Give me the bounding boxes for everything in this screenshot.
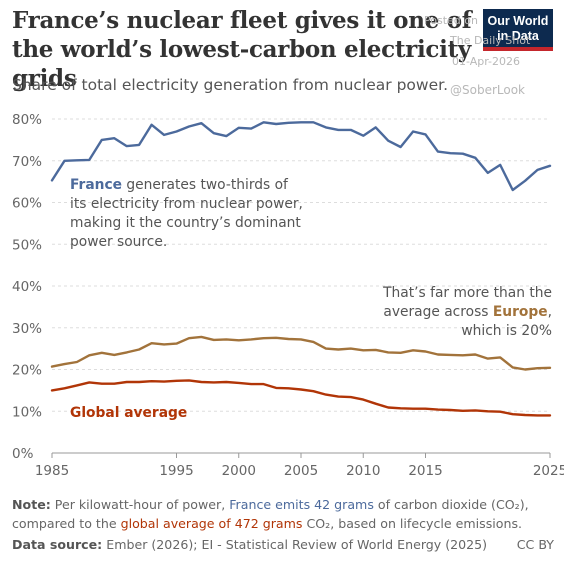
watermark-source: The Daily Shot (450, 34, 531, 47)
chart-note: Note: Per kilowatt-hour of power, France… (12, 495, 557, 533)
x-tick-label: 2025 (533, 463, 564, 479)
global-average-label: Global average (70, 405, 187, 421)
europe-annotation-line-1: That’s far more than the (382, 285, 552, 301)
watermark-date: 01-Apr-2026 (452, 55, 521, 68)
europe-annotation-name: Europe (493, 304, 548, 320)
x-tick-label: 1985 (35, 463, 69, 479)
note-label: Note: (12, 497, 51, 512)
x-tick-label: 1995 (159, 463, 193, 479)
note-global-link[interactable]: global average of 472 grams (120, 516, 303, 531)
europe-annotation-line-2: average across Europe, (383, 304, 552, 320)
europe-annotation-line-2-pre: average across (383, 304, 492, 320)
chart-title: France’s nuclear fleet gives it one of t… (12, 7, 472, 92)
note-france-link[interactable]: France emits 42 grams (229, 497, 374, 512)
y-tick-label: 30% (12, 321, 42, 337)
watermark-posted: Posted on (424, 14, 478, 27)
france-annotation-line-3: making it the country’s dominant (70, 215, 301, 231)
x-tick-label: 2010 (346, 463, 380, 479)
note-part-4: CO₂, based on lifecycle emissions. (302, 516, 523, 531)
europe-annotation-line-3: which is 20% (461, 323, 552, 339)
note-line-1: Note: Per kilowatt-hour of power, France… (12, 495, 557, 514)
y-axis-ticks: 0% 10% 20% 30% 40% 50% 60% 70% 80% (12, 112, 42, 462)
y-tick-label: 60% (12, 196, 42, 212)
logo-line-1: Our World (487, 14, 549, 28)
y-tick-label: 70% (12, 154, 42, 170)
france-annotation-line-2: its electricity from nuclear power, (70, 196, 303, 212)
note-line-2: compared to the global average of 472 gr… (12, 514, 557, 533)
series-line-france[interactable] (50, 121, 552, 192)
y-tick-label: 10% (12, 404, 42, 420)
france-annotation: France generates two-thirds of its elect… (70, 177, 303, 250)
france-annotation-name: France (70, 177, 122, 193)
series-line-europe[interactable] (50, 335, 552, 371)
y-tick-label: 40% (12, 279, 42, 295)
watermark-handle: @SoberLook (450, 83, 525, 97)
france-annotation-line-1: France generates two-thirds of (70, 177, 289, 193)
note-part-2: of carbon dioxide (CO₂), (373, 497, 529, 512)
x-tick-label: 2015 (408, 463, 442, 479)
europe-annotation: That’s far more than the average across … (382, 285, 552, 339)
chart-subtitle: Share of total electricity generation fr… (12, 76, 448, 94)
x-axis-ticks: 1985 1995 2000 2005 2010 2015 2025 (35, 453, 564, 479)
license-link[interactable]: CC BY (516, 537, 554, 552)
y-tick-label: 0% (12, 446, 34, 462)
note-part-1: Per kilowatt-hour of power, (50, 497, 230, 512)
source-label: Data source: (12, 537, 103, 552)
note-part-3: compared to the (12, 516, 121, 531)
x-tick-label: 2005 (284, 463, 318, 479)
data-source: Data source: Ember (2026); EI - Statisti… (12, 537, 487, 552)
y-tick-label: 50% (12, 237, 42, 253)
series-line-global-average[interactable] (50, 379, 552, 417)
logo-line-2: in Data (497, 29, 539, 43)
series-lines (50, 121, 552, 417)
y-tick-label: 20% (12, 363, 42, 379)
france-annotation-line-1-rest: generates two-thirds of (122, 177, 289, 193)
source-text: Ember (2026); EI - Statistical Review of… (102, 537, 488, 552)
owid-logo[interactable]: Our World in Data (483, 9, 553, 51)
europe-annotation-line-2-post: , (548, 304, 552, 320)
france-annotation-line-4: power source. (70, 234, 167, 250)
x-tick-label: 2000 (222, 463, 256, 479)
y-tick-label: 80% (12, 112, 42, 128)
